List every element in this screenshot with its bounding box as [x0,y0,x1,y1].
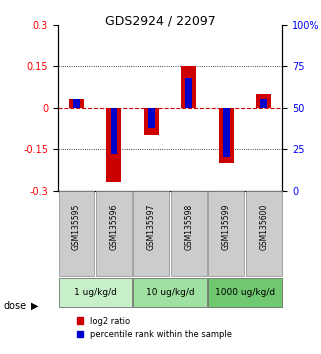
Text: 1000 ug/kg/d: 1000 ug/kg/d [215,288,275,297]
FancyBboxPatch shape [208,278,282,307]
Bar [186,78,192,108]
Bar [110,108,117,154]
Bar [144,108,159,135]
Legend: log2 ratio, percentile rank within the sample: log2 ratio, percentile rank within the s… [73,313,235,342]
Bar [69,99,84,108]
FancyBboxPatch shape [58,278,132,307]
FancyBboxPatch shape [246,190,282,276]
Bar [73,99,80,108]
FancyBboxPatch shape [208,190,244,276]
Text: GSM135599: GSM135599 [222,204,231,250]
FancyBboxPatch shape [58,190,94,276]
Bar [107,108,121,182]
Text: GSM135597: GSM135597 [147,204,156,250]
Bar [148,108,155,127]
Text: 10 ug/kg/d: 10 ug/kg/d [146,288,195,297]
FancyBboxPatch shape [134,278,207,307]
Text: GSM135600: GSM135600 [259,204,268,250]
Text: GDS2924 / 22097: GDS2924 / 22097 [105,14,216,27]
Text: GSM135596: GSM135596 [109,204,118,250]
Bar [219,108,234,163]
FancyBboxPatch shape [96,190,132,276]
Text: GSM135598: GSM135598 [184,204,193,250]
Text: ▶: ▶ [30,301,38,311]
FancyBboxPatch shape [171,190,207,276]
Bar [181,66,196,108]
FancyBboxPatch shape [134,190,169,276]
Bar [223,108,230,158]
Text: GSM135595: GSM135595 [72,204,81,250]
Text: 1 ug/kg/d: 1 ug/kg/d [74,288,117,297]
Bar [260,99,267,108]
Text: dose: dose [3,301,26,311]
Bar [256,94,271,108]
